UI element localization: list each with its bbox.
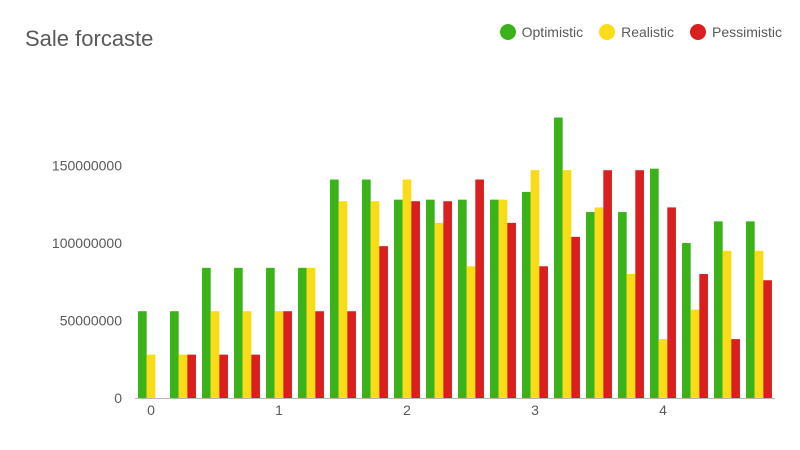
bar-pessimistic xyxy=(507,222,516,398)
bar-realistic xyxy=(338,201,348,398)
legend-label-pessimistic: Pessimistic xyxy=(711,24,782,40)
legend-label-realistic: Realistic xyxy=(621,24,674,40)
chart-title: Sale forcaste xyxy=(25,26,154,51)
bar-optimistic xyxy=(522,191,531,398)
bar-optimistic xyxy=(746,221,755,398)
bar-pessimistic xyxy=(443,201,452,398)
bar-pessimistic xyxy=(667,207,676,398)
bar-optimistic xyxy=(394,199,403,398)
y-tick-label: 0 xyxy=(114,390,122,406)
bar-optimistic xyxy=(554,117,563,398)
bar-optimistic xyxy=(458,199,467,398)
legend-label-optimistic: Optimistic xyxy=(521,24,584,40)
bar-realistic xyxy=(402,179,412,398)
bar-realistic xyxy=(146,354,156,398)
bar-realistic xyxy=(754,250,764,398)
bar-optimistic xyxy=(714,221,723,398)
bar-realistic xyxy=(370,201,380,398)
bar-realistic xyxy=(210,311,220,398)
x-tick-label: 3 xyxy=(531,402,539,418)
bar-pessimistic xyxy=(219,354,228,398)
x-tick-label: 0 xyxy=(147,402,155,418)
bar-pessimistic xyxy=(187,354,196,398)
bar-optimistic xyxy=(298,267,307,398)
chart-legend: Optimistic Realistic Pessimistic xyxy=(484,24,782,40)
bar-pessimistic xyxy=(347,311,356,398)
bar-pessimistic xyxy=(251,354,260,398)
bar-optimistic xyxy=(330,179,339,398)
bar-optimistic xyxy=(138,311,147,398)
y-tick-label: 50000000 xyxy=(60,313,123,329)
bar-pessimistic xyxy=(379,246,388,398)
bar-realistic xyxy=(466,266,476,398)
bar-pessimistic xyxy=(411,201,420,398)
y-tick-label: 150000000 xyxy=(52,158,122,174)
bar-optimistic xyxy=(426,199,435,398)
bar-realistic xyxy=(434,222,444,398)
bar-optimistic xyxy=(490,199,499,398)
bar-realistic xyxy=(530,170,540,398)
bar-realistic xyxy=(658,339,668,398)
x-tick-label: 2 xyxy=(403,402,411,418)
bar-realistic xyxy=(242,311,252,398)
legend-swatch-optimistic xyxy=(499,24,516,40)
bar-pessimistic xyxy=(763,280,772,398)
bar-optimistic xyxy=(202,267,211,398)
legend-item-optimistic[interactable]: Optimistic xyxy=(499,24,584,40)
bar-pessimistic xyxy=(731,339,740,398)
bar-realistic xyxy=(306,267,316,398)
bar-pessimistic xyxy=(539,266,548,398)
legend-item-realistic[interactable]: Realistic xyxy=(599,24,674,40)
bar-realistic xyxy=(274,311,284,398)
bar-realistic xyxy=(690,309,700,398)
x-tick-label: 4 xyxy=(659,402,667,418)
legend-swatch-realistic xyxy=(599,24,616,40)
bar-realistic xyxy=(626,274,636,398)
bar-optimistic xyxy=(362,179,371,398)
y-tick-label: 100000000 xyxy=(52,235,122,251)
bar-pessimistic xyxy=(699,274,708,398)
bar-optimistic xyxy=(618,212,627,398)
bar-pessimistic xyxy=(635,170,644,398)
bar-pessimistic xyxy=(315,311,324,398)
bar-optimistic xyxy=(682,243,691,398)
bar-optimistic xyxy=(266,267,275,398)
bar-realistic xyxy=(594,207,604,398)
legend-swatch-pessimistic xyxy=(689,24,706,40)
bar-optimistic xyxy=(586,212,595,398)
bar-realistic xyxy=(562,170,572,398)
bar-pessimistic xyxy=(475,179,484,398)
bar-realistic xyxy=(498,199,508,398)
bar-optimistic xyxy=(650,168,659,398)
bar-pessimistic xyxy=(283,311,292,398)
x-tick-label: 1 xyxy=(275,402,283,418)
legend-item-pessimistic[interactable]: Pessimistic xyxy=(689,24,782,40)
bar-realistic xyxy=(178,354,188,398)
bar-optimistic xyxy=(234,267,243,398)
bar-pessimistic xyxy=(571,236,580,398)
bar-pessimistic xyxy=(603,170,612,398)
bar-optimistic xyxy=(170,311,179,398)
bar-realistic xyxy=(722,250,732,398)
